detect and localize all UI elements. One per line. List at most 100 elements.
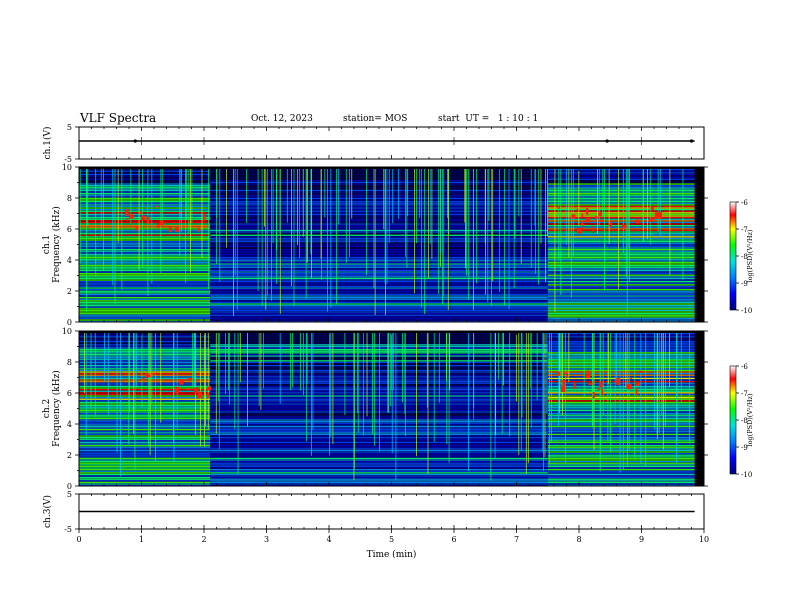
colorbar-tick-label: -9 <box>741 280 748 288</box>
intensity-peak <box>560 386 566 393</box>
spectrum-band <box>547 337 695 340</box>
spectrum-band <box>547 336 695 338</box>
spectrum-band <box>79 339 211 341</box>
intensity-peak <box>581 224 585 226</box>
spectrum-band <box>210 409 548 412</box>
spectrum-band <box>210 397 548 399</box>
spectrum-band <box>79 424 211 426</box>
spectrum-band <box>210 363 548 365</box>
spectrum-band <box>547 406 695 408</box>
spectrum-band <box>210 221 548 224</box>
spectrum-band <box>79 365 211 367</box>
spectrum-band <box>79 317 211 320</box>
spectrum-band <box>547 180 695 182</box>
spectrum-band <box>210 204 548 206</box>
intensity-peak <box>146 216 150 224</box>
spectrum-band <box>547 260 695 262</box>
spectrum-band <box>79 376 211 378</box>
spectrum-band <box>210 265 548 267</box>
intensity-peak <box>562 379 565 386</box>
spectrum-band <box>210 279 548 281</box>
spectrum-band <box>210 357 548 359</box>
spectrum-band <box>547 437 695 439</box>
spectrum-band <box>210 393 548 396</box>
spectrum-band <box>79 429 211 431</box>
spectrum-band <box>79 477 211 479</box>
spectrum-band <box>547 185 695 187</box>
spectrum-band <box>547 169 695 171</box>
intensity-peak <box>563 372 568 375</box>
spectrum-band <box>79 252 211 254</box>
spectrum-band <box>210 416 548 418</box>
spectrum-band <box>79 204 211 206</box>
spectrum-band <box>547 177 695 179</box>
spectrum-band <box>210 339 548 341</box>
spectrum-band <box>79 470 211 472</box>
y-tick-label: 2 <box>67 451 72 460</box>
voltage-spike <box>133 139 137 143</box>
spectrum-band <box>547 276 695 278</box>
spectrum-band <box>210 369 548 372</box>
spectrum-band <box>210 344 548 346</box>
x-tick-label: 0 <box>76 535 81 544</box>
spectrum-band <box>547 400 695 402</box>
spectrum-band <box>547 413 695 415</box>
spectrum-band <box>547 218 695 220</box>
x-tick-label: 1 <box>139 535 144 544</box>
spectrum-band <box>79 469 211 471</box>
spectrum-band <box>79 305 211 307</box>
spectrum-band <box>210 400 548 402</box>
spectrum-band <box>210 360 548 362</box>
spectrum-band <box>547 314 695 316</box>
spectrum-band <box>79 411 211 413</box>
spectrum-band <box>210 197 548 200</box>
spectrum-band <box>547 432 695 434</box>
spectrum-band <box>79 480 211 482</box>
spectrum-band <box>210 437 548 439</box>
spectrum-band <box>210 281 548 283</box>
colorbar-tick-label: -10 <box>741 471 752 479</box>
spectrum-band <box>547 453 695 455</box>
spectrum-band <box>79 311 211 313</box>
spectrum-band <box>210 366 548 368</box>
spectrum-band <box>79 352 211 354</box>
spectrum-band <box>79 258 211 260</box>
spectrum-band <box>79 446 211 448</box>
spectrum-band <box>210 261 548 264</box>
spectrum-band <box>79 368 211 370</box>
spectrum-band <box>79 385 211 388</box>
spectrum-band <box>547 292 695 294</box>
spectrum-band <box>79 395 211 397</box>
intensity-peak <box>135 225 139 231</box>
y-tick-label: 2 <box>67 287 72 296</box>
spectrum-band <box>547 225 695 227</box>
spectrum-band <box>210 271 548 273</box>
y-tick-label: 8 <box>67 358 72 367</box>
spectrum-band <box>547 309 695 312</box>
spectrum-band <box>547 449 695 452</box>
intensity-peak <box>185 388 191 390</box>
spectrum-band <box>210 411 548 413</box>
spectrum-band <box>547 221 695 224</box>
spectrum-band <box>210 472 548 474</box>
spectrum-band <box>547 392 695 394</box>
spectrum-band <box>547 285 695 288</box>
spectrum-band <box>210 417 548 420</box>
spectrum-band <box>210 210 548 212</box>
spectrum-band <box>79 416 211 418</box>
intensity-peak <box>622 224 627 229</box>
spectrum-band <box>210 469 548 471</box>
spectrum-band <box>547 424 695 426</box>
spectrum-band <box>79 459 211 461</box>
spectrum-band <box>79 334 211 336</box>
spectrum-band <box>547 196 695 198</box>
spectrum-band <box>547 440 695 442</box>
x-tick-label: 8 <box>576 535 581 544</box>
spectrum-band <box>79 366 211 368</box>
spectrum-band <box>79 414 211 416</box>
spectrum-band <box>547 350 695 352</box>
spectrum-band <box>210 225 548 227</box>
spectrum-band <box>210 317 548 320</box>
spectrum-band <box>547 301 695 304</box>
spectrum-band <box>79 301 211 304</box>
